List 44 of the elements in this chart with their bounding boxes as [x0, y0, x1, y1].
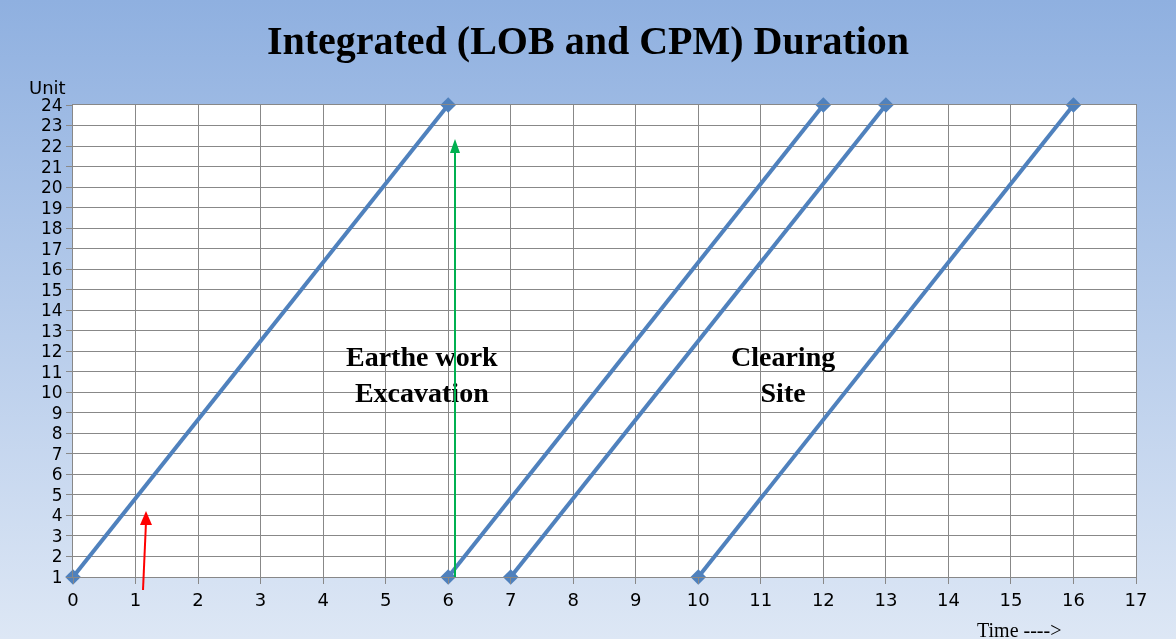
y-tick-label: 7: [51, 443, 63, 464]
y-tick-label: 1: [51, 566, 63, 587]
x-tick-label: 9: [630, 588, 642, 610]
y-tick-label: 21: [40, 156, 63, 177]
y-tick-label: 22: [40, 135, 63, 156]
x-tick-label: 4: [317, 588, 329, 610]
y-tick-label: 17: [40, 238, 63, 259]
y-tick-label: 2: [51, 546, 63, 567]
x-tick-label: 5: [379, 588, 392, 610]
y-tick-label: 20: [40, 177, 63, 198]
x-tick-label: 6: [442, 588, 454, 610]
y-tick-label: 6: [51, 464, 63, 485]
annotation: Clearing Site: [731, 341, 836, 409]
x-tick-label: 1: [129, 588, 142, 610]
y-tick-label: 3: [51, 525, 63, 546]
y-tick-label: 10: [40, 382, 63, 403]
y-tick-label: 5: [51, 484, 63, 505]
x-tick-label: 16: [1062, 588, 1085, 610]
x-axis-title: Time ---->: [977, 619, 1062, 639]
y-tick-label: 12: [40, 341, 63, 362]
chart-title: Integrated (LOB and CPM) Duration: [266, 17, 910, 63]
y-tick-label: 19: [40, 197, 63, 218]
x-tick-label: 14: [936, 588, 960, 610]
x-tick-label: 13: [874, 588, 898, 610]
y-tick-label: 18: [40, 218, 63, 239]
y-tick-label: 8: [51, 423, 63, 444]
y-tick-label: 9: [51, 402, 63, 423]
y-tick-label: 11: [40, 361, 63, 382]
y-tick-label: 15: [40, 279, 63, 300]
y-tick-label: 13: [40, 320, 63, 341]
x-tick-label: 2: [192, 588, 204, 610]
x-tick-label: 11: [749, 588, 773, 610]
x-tick-label: 7: [504, 588, 517, 610]
x-tick-label: 12: [811, 588, 835, 610]
y-tick-label: 14: [40, 300, 63, 321]
x-tick-label: 10: [686, 588, 710, 610]
y-tick-label: 4: [51, 505, 63, 526]
x-tick-label: 0: [67, 588, 79, 610]
x-tick-label: 8: [567, 588, 579, 610]
x-tick-label: 15: [999, 588, 1023, 610]
y-tick-label: 23: [40, 115, 63, 136]
x-tick-label: 17: [1124, 588, 1148, 610]
x-tick-label: 3: [254, 588, 267, 610]
y-tick-label: 16: [40, 259, 63, 280]
